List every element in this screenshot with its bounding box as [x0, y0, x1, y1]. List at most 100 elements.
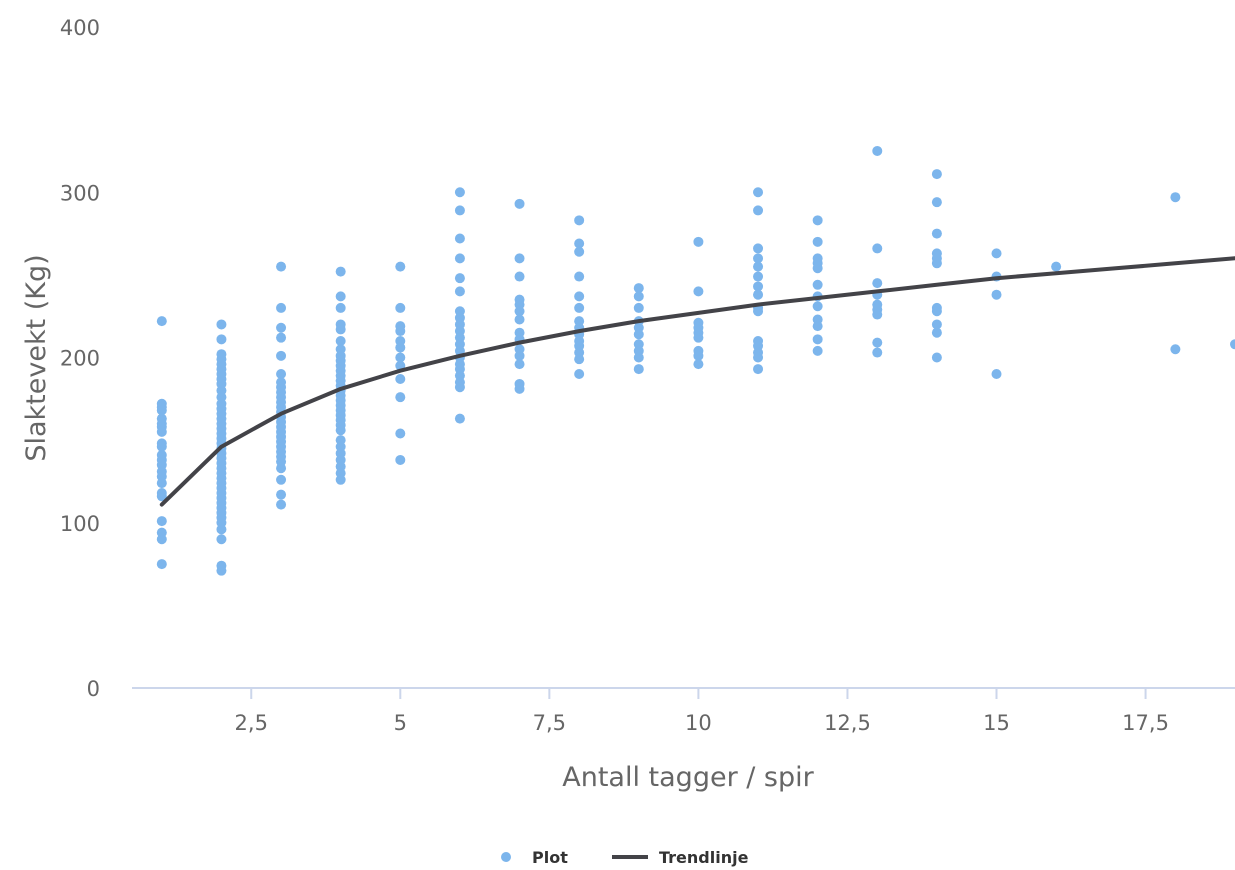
scatter-point[interactable] — [276, 499, 287, 510]
scatter-point[interactable] — [633, 352, 644, 363]
scatter-point[interactable] — [872, 347, 883, 358]
scatter-point[interactable] — [812, 301, 823, 312]
scatter-point[interactable] — [216, 534, 227, 545]
scatter-point[interactable] — [276, 302, 287, 313]
legend-item-plot[interactable]: Plot — [501, 848, 568, 867]
scatter-point[interactable] — [514, 271, 525, 282]
scatter-point[interactable] — [753, 243, 764, 254]
scatter-point[interactable] — [395, 373, 406, 384]
scatter-point[interactable] — [454, 273, 465, 284]
scatter-point[interactable] — [276, 322, 287, 333]
scatter-point[interactable] — [574, 354, 585, 365]
scatter-point[interactable] — [276, 369, 287, 380]
scatter-point[interactable] — [633, 283, 644, 294]
scatter-point[interactable] — [276, 332, 287, 343]
scatter-point[interactable] — [454, 253, 465, 264]
scatter-point[interactable] — [753, 271, 764, 282]
scatter-point[interactable] — [991, 369, 1002, 380]
scatter-point[interactable] — [335, 425, 346, 436]
scatter-point[interactable] — [812, 345, 823, 356]
scatter-point[interactable] — [1230, 339, 1235, 350]
scatter-point[interactable] — [931, 228, 942, 239]
scatter-point[interactable] — [454, 413, 465, 424]
scatter-point[interactable] — [514, 359, 525, 370]
scatter-point[interactable] — [216, 524, 227, 535]
scatter-point[interactable] — [156, 405, 167, 416]
scatter-point[interactable] — [514, 306, 525, 317]
scatter-point[interactable] — [991, 248, 1002, 259]
scatter-point[interactable] — [156, 491, 167, 502]
scatter-point[interactable] — [753, 289, 764, 300]
scatter-point[interactable] — [931, 197, 942, 208]
scatter-point[interactable] — [931, 327, 942, 338]
scatter-point[interactable] — [812, 321, 823, 332]
scatter-point[interactable] — [872, 309, 883, 320]
scatter-point[interactable] — [812, 279, 823, 290]
scatter-point[interactable] — [693, 332, 704, 343]
scatter-point[interactable] — [395, 261, 406, 272]
scatter-point[interactable] — [395, 428, 406, 439]
scatter-point[interactable] — [454, 286, 465, 297]
scatter-point[interactable] — [753, 253, 764, 264]
scatter-point[interactable] — [872, 278, 883, 289]
scatter-point[interactable] — [276, 350, 287, 361]
scatter-point[interactable] — [156, 478, 167, 489]
scatter-point[interactable] — [276, 463, 287, 474]
scatter-point[interactable] — [931, 169, 942, 180]
scatter-point[interactable] — [574, 291, 585, 302]
scatter-point[interactable] — [395, 454, 406, 465]
scatter-point[interactable] — [872, 243, 883, 254]
scatter-point[interactable] — [156, 316, 167, 327]
scatter-point[interactable] — [753, 205, 764, 216]
scatter-point[interactable] — [872, 145, 883, 156]
scatter-point[interactable] — [335, 302, 346, 313]
scatter-point[interactable] — [574, 271, 585, 282]
scatter-point[interactable] — [812, 236, 823, 247]
scatter-point[interactable] — [335, 291, 346, 302]
scatter-point[interactable] — [574, 369, 585, 380]
scatter-point[interactable] — [931, 306, 942, 317]
scatter-point[interactable] — [931, 352, 942, 363]
scatter-point[interactable] — [156, 559, 167, 570]
scatter-point[interactable] — [753, 187, 764, 198]
scatter-point[interactable] — [514, 383, 525, 394]
scatter-point[interactable] — [335, 335, 346, 346]
scatter-point[interactable] — [753, 306, 764, 317]
scatter-point[interactable] — [693, 350, 704, 361]
scatter-point[interactable] — [633, 302, 644, 313]
scatter-point[interactable] — [216, 334, 227, 345]
scatter-point[interactable] — [395, 302, 406, 313]
scatter-point[interactable] — [931, 319, 942, 330]
scatter-point[interactable] — [276, 474, 287, 485]
scatter-point[interactable] — [693, 236, 704, 247]
scatter-point[interactable] — [156, 534, 167, 545]
scatter-point[interactable] — [395, 326, 406, 337]
scatter-point[interactable] — [753, 261, 764, 272]
scatter-point[interactable] — [514, 314, 525, 325]
scatter-point[interactable] — [276, 489, 287, 500]
scatter-point[interactable] — [454, 233, 465, 244]
legend[interactable]: Plot Trendlinje — [501, 848, 749, 867]
scatter-point[interactable] — [574, 238, 585, 249]
scatter-point[interactable] — [812, 334, 823, 345]
scatter-point[interactable] — [216, 565, 227, 576]
scatter-point[interactable] — [156, 441, 167, 452]
scatter-point[interactable] — [753, 364, 764, 375]
scatter-point[interactable] — [1170, 192, 1181, 203]
scatter-point[interactable] — [753, 352, 764, 363]
scatter-point[interactable] — [276, 261, 287, 272]
scatter-point[interactable] — [574, 215, 585, 226]
scatter-point[interactable] — [633, 291, 644, 302]
scatter-point[interactable] — [335, 324, 346, 335]
scatter-point[interactable] — [574, 246, 585, 257]
scatter-point[interactable] — [872, 337, 883, 348]
scatter-point[interactable] — [693, 286, 704, 297]
scatter-point[interactable] — [156, 516, 167, 527]
scatter-point[interactable] — [454, 187, 465, 198]
scatter-point[interactable] — [454, 382, 465, 393]
scatter-point[interactable] — [574, 302, 585, 313]
scatter-point[interactable] — [812, 215, 823, 226]
scatter-point[interactable] — [514, 198, 525, 209]
scatter-point[interactable] — [514, 253, 525, 264]
scatter-point[interactable] — [395, 342, 406, 353]
